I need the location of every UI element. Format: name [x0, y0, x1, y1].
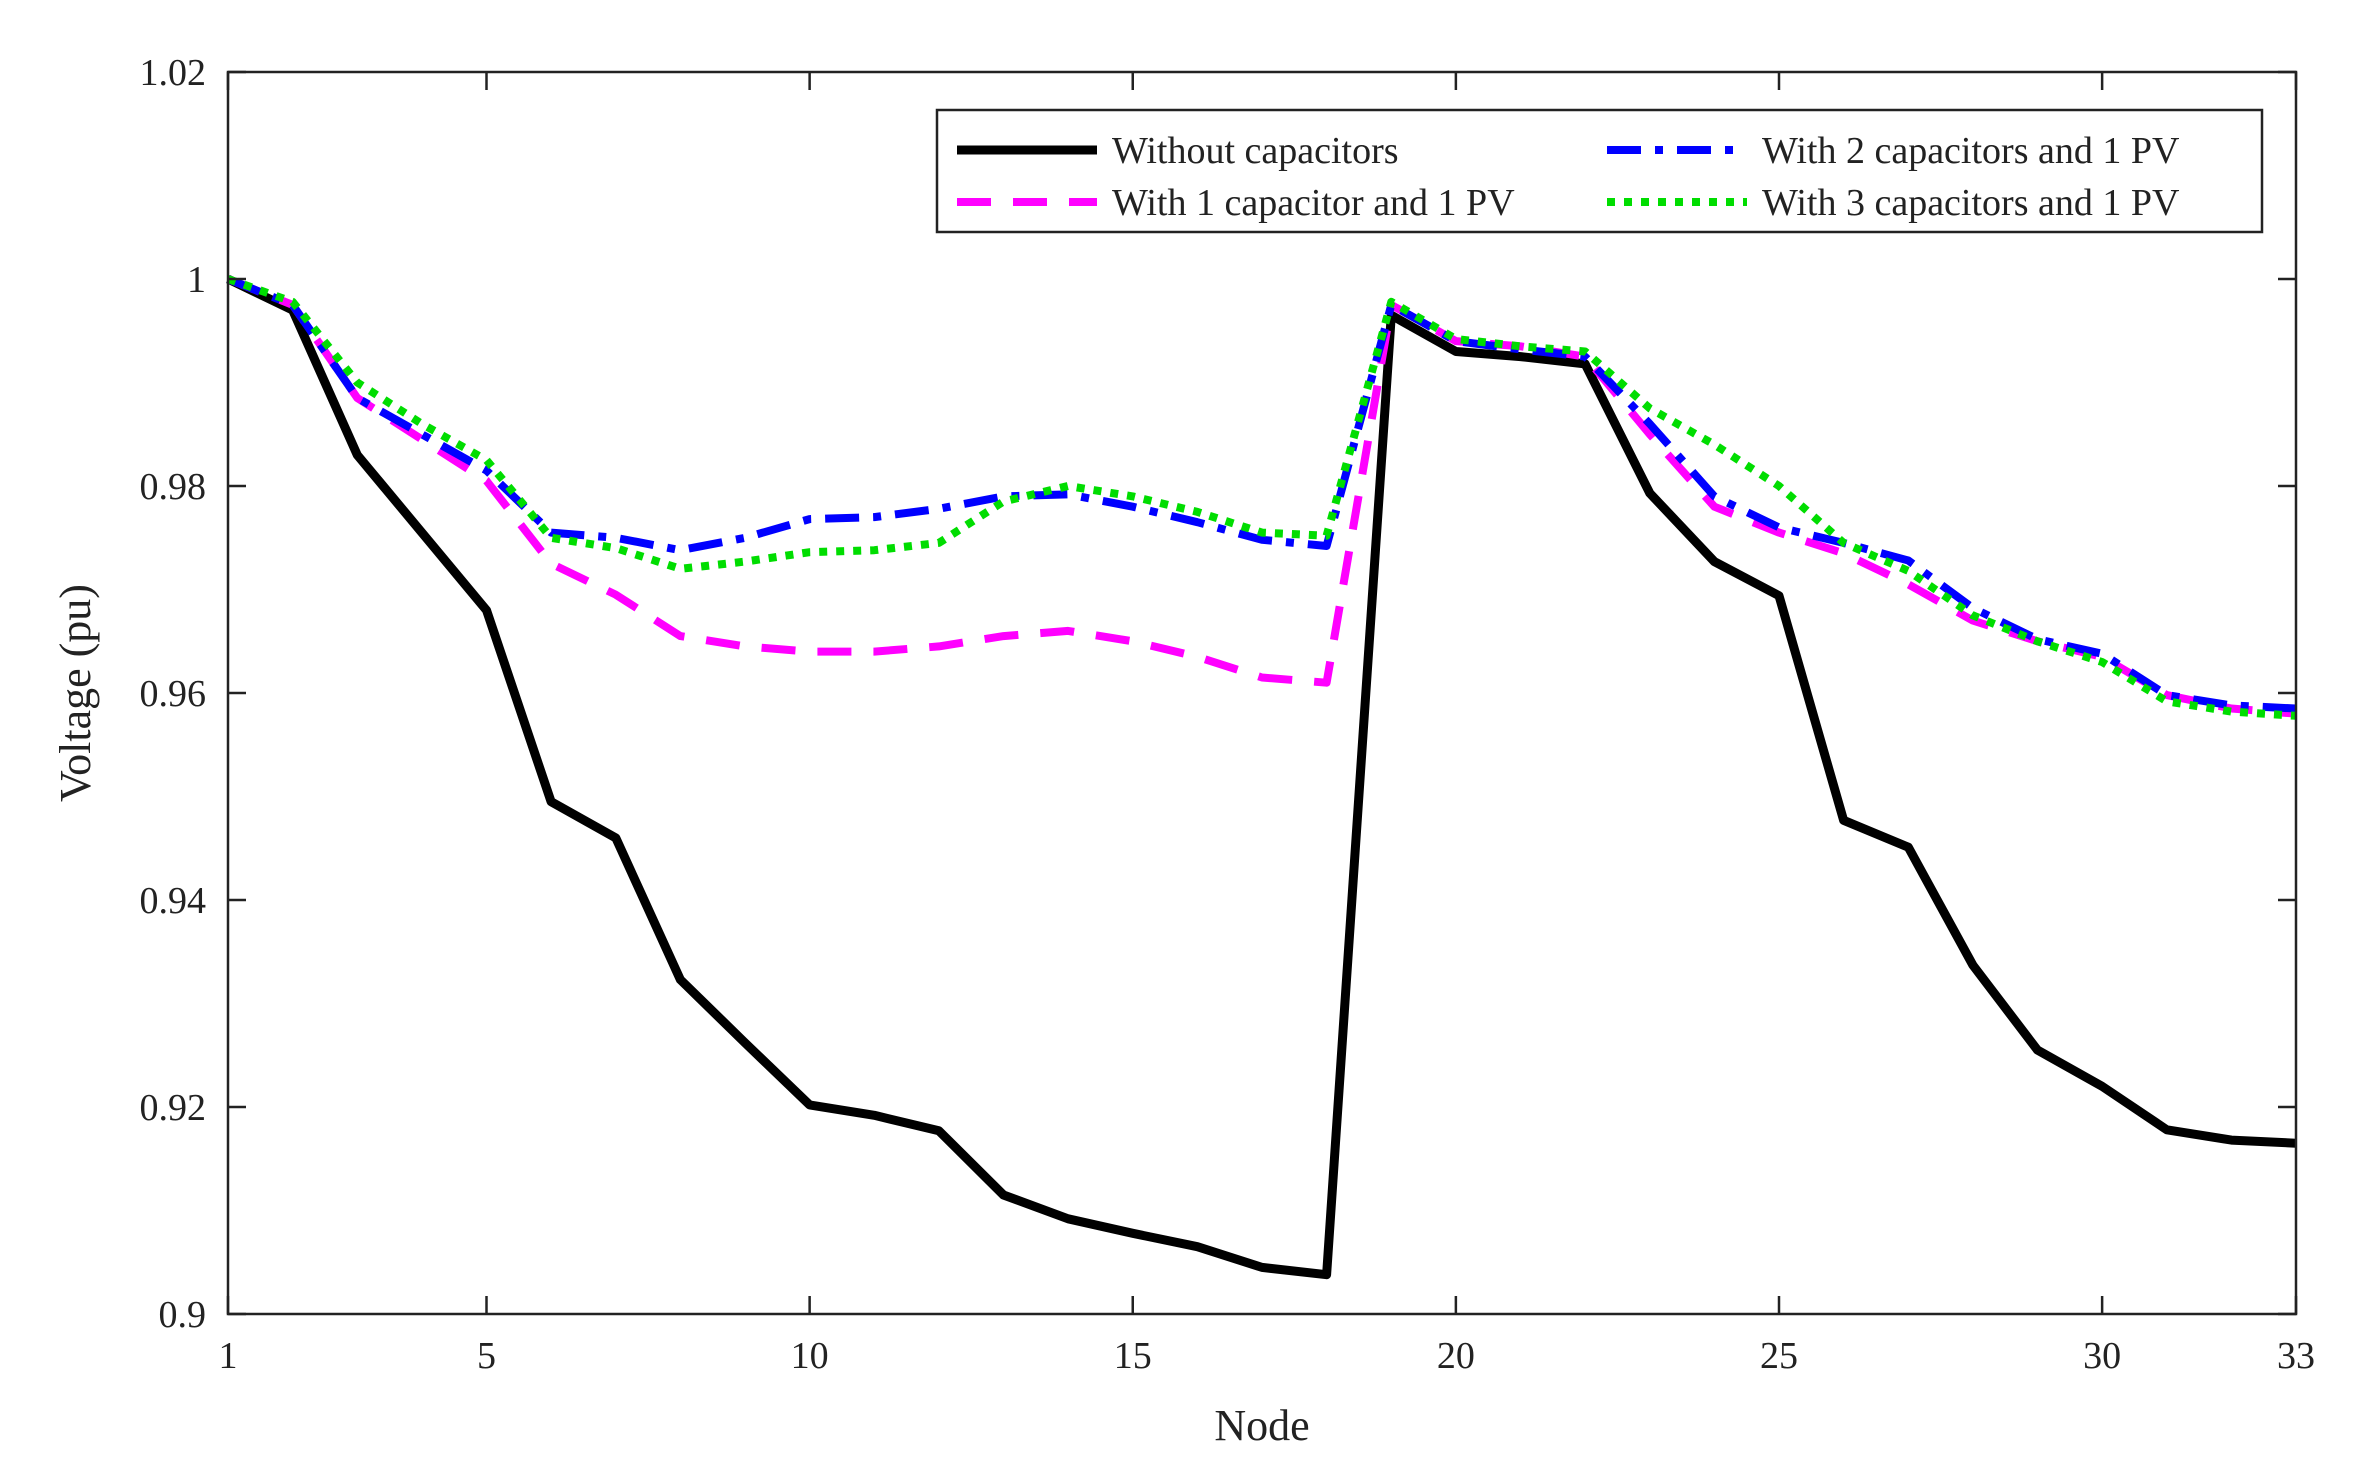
series-line-1	[226, 274, 2297, 1280]
series-layer	[226, 274, 2297, 1280]
legend-label: With 2 capacitors and 1 PV	[1762, 130, 2180, 172]
x-tick-label: 25	[1760, 1335, 1798, 1377]
y-tick-label: 0.98	[140, 466, 207, 508]
legend-entry-4: With 3 capacitors and 1 PV	[1607, 182, 2180, 224]
series-line-2	[226, 275, 2297, 718]
x-tick-label: 33	[2277, 1335, 2315, 1377]
x-tick-label: 10	[791, 1335, 829, 1377]
x-tick-label: 30	[2083, 1335, 2121, 1377]
y-tick-label: 1.02	[140, 52, 207, 94]
series-1	[226, 274, 2297, 1280]
legend: Without capacitors With 1 capacitor and 1…	[935, 108, 2264, 234]
legend-entry-1: Without capacitors	[957, 130, 1399, 172]
legend-entry-3: With 2 capacitors and 1 PV	[1607, 130, 2180, 172]
y-tick-label: 1	[187, 259, 206, 301]
series-3	[226, 275, 2297, 713]
legend-label: With 1 capacitor and 1 PV	[1112, 182, 1515, 224]
legend-entry-2: With 1 capacitor and 1 PV	[957, 182, 1515, 224]
y-tick-label: 0.94	[140, 880, 207, 922]
x-tick-label: 1	[219, 1335, 238, 1377]
series-4	[226, 275, 2297, 720]
y-tick-label: 0.92	[140, 1087, 207, 1129]
series-line-3	[226, 275, 2297, 713]
y-axis-title: Voltage (pu)	[51, 584, 100, 802]
y-tick-label: 0.9	[159, 1294, 207, 1336]
x-axis-title: Node	[1214, 1401, 1309, 1450]
series-line-4	[226, 275, 2297, 720]
y-tick-label: 0.96	[140, 673, 207, 715]
legend-box	[935, 108, 2264, 234]
x-tick-label: 15	[1114, 1335, 1152, 1377]
x-tick-label: 5	[477, 1335, 496, 1377]
x-tick-label: 20	[1437, 1335, 1475, 1377]
legend-label: Without capacitors	[1112, 130, 1399, 172]
legend-label: With 3 capacitors and 1 PV	[1762, 182, 2180, 224]
series-2	[226, 275, 2297, 718]
